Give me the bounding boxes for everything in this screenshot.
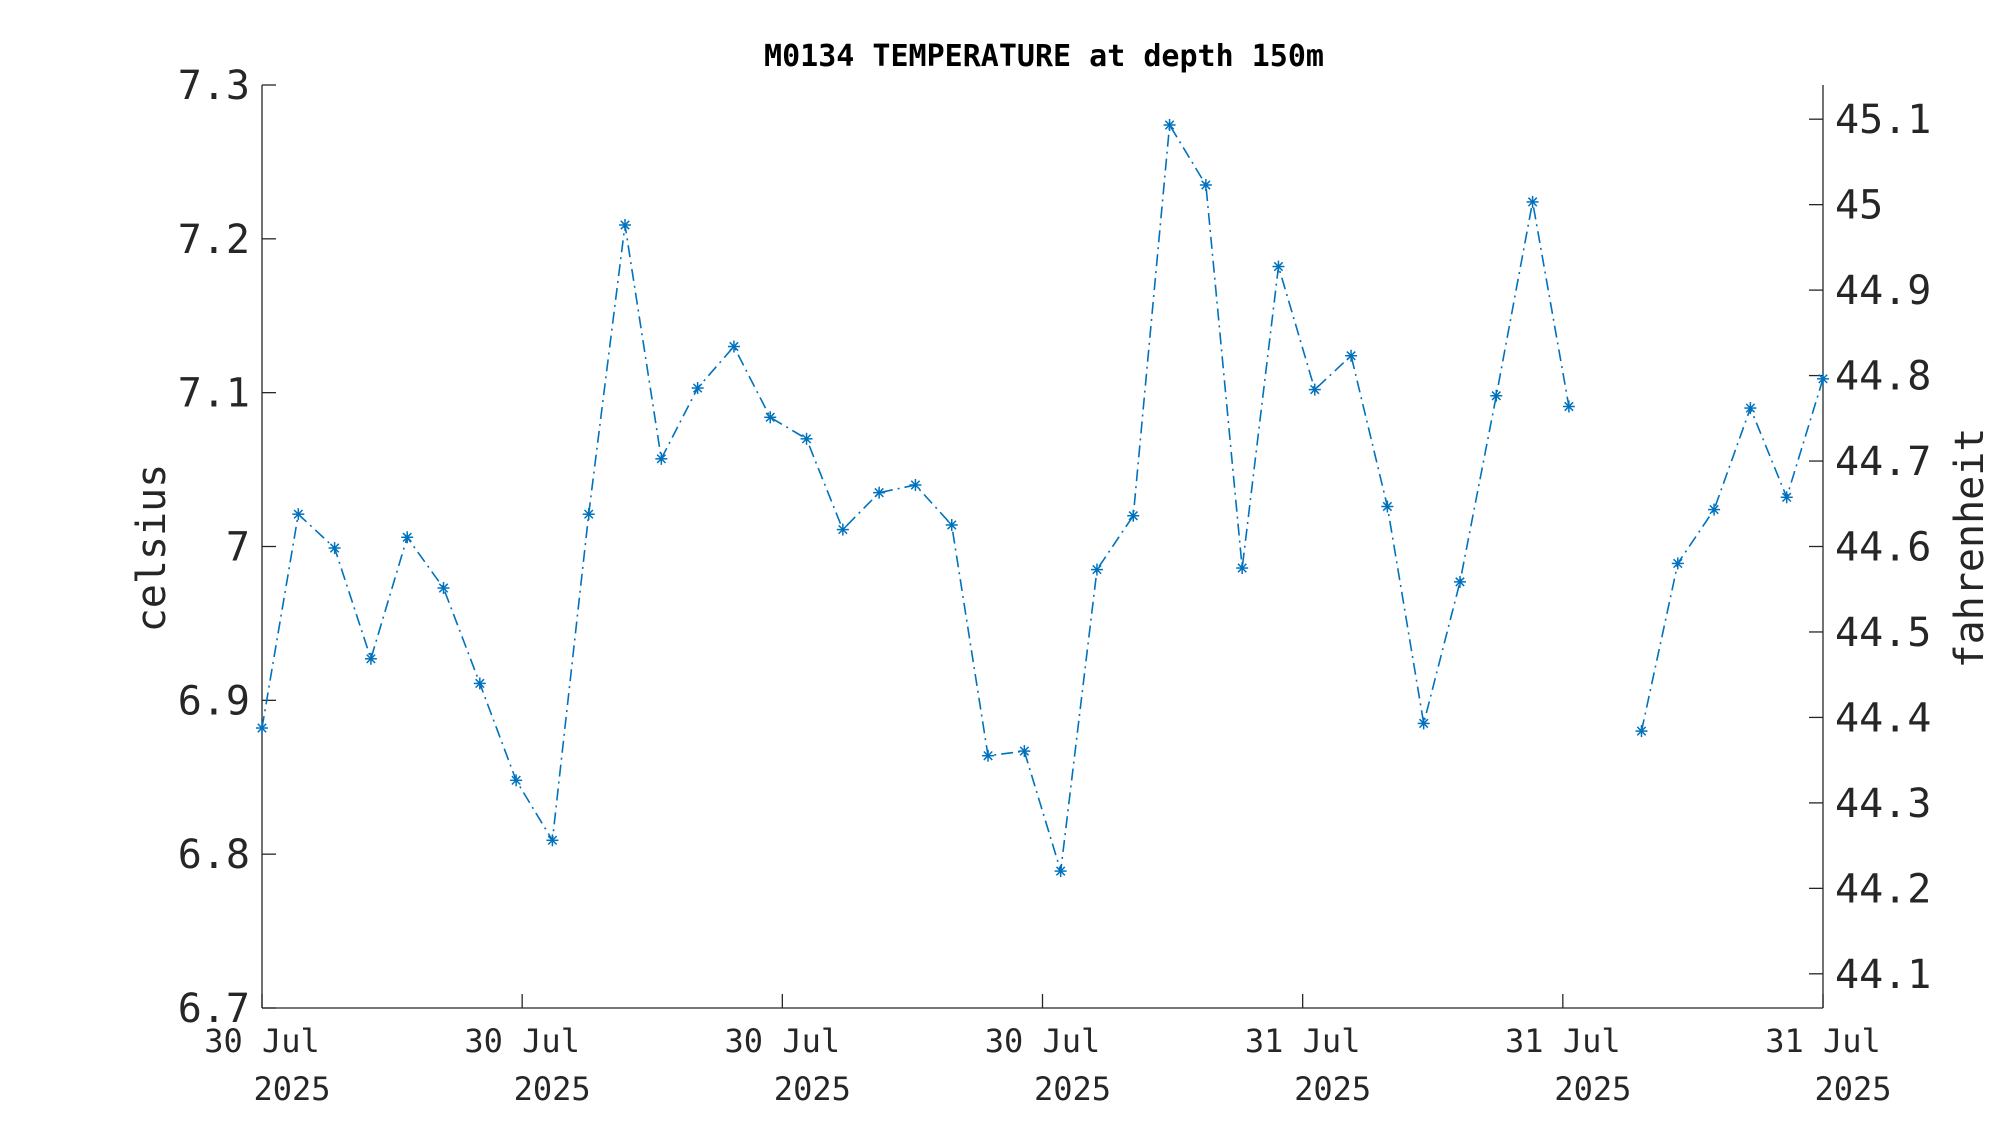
data-point bbox=[364, 652, 377, 665]
data-point bbox=[655, 452, 668, 465]
y-tick-label-right: 45 bbox=[1835, 183, 1883, 229]
y-tick-label-left: 6.7 bbox=[178, 986, 250, 1032]
data-point bbox=[1381, 500, 1394, 513]
data-point bbox=[328, 542, 341, 555]
data-point bbox=[292, 508, 305, 521]
y-tick-label-right: 44.1 bbox=[1835, 952, 1931, 998]
y-tick-label-right: 44.9 bbox=[1835, 268, 1931, 314]
data-point bbox=[1199, 178, 1212, 191]
x-tick-label-year: 2025 bbox=[1814, 1070, 1891, 1108]
y-axis-label-left: celsius bbox=[129, 464, 175, 633]
data-point bbox=[546, 834, 559, 847]
data-point bbox=[1635, 725, 1648, 738]
data-point bbox=[836, 523, 849, 536]
data-point bbox=[1671, 557, 1684, 570]
data-point bbox=[1708, 503, 1721, 516]
y-tick-label-right: 44.5 bbox=[1835, 610, 1931, 656]
x-tick-label-year: 2025 bbox=[253, 1070, 330, 1108]
x-tick-label-day: 30 Jul bbox=[725, 1022, 841, 1060]
data-point bbox=[401, 531, 414, 544]
chart-title: M0134 TEMPERATURE at depth 150m bbox=[764, 39, 1324, 74]
y-tick-label-left: 7 bbox=[226, 525, 250, 571]
data-point bbox=[1163, 118, 1176, 131]
data-point bbox=[1018, 745, 1031, 758]
data-point bbox=[1345, 349, 1358, 362]
data-point bbox=[1453, 575, 1466, 588]
data-point bbox=[1744, 402, 1757, 415]
data-point bbox=[437, 582, 450, 595]
series-line bbox=[1640, 378, 1824, 732]
data-point bbox=[982, 749, 995, 762]
data-point bbox=[1054, 865, 1067, 878]
data-point bbox=[256, 722, 268, 735]
y-axis-label-right: fahrenheit bbox=[1947, 428, 1993, 669]
data-point bbox=[800, 432, 813, 445]
data-point bbox=[1490, 389, 1503, 402]
x-tick-label-year: 2025 bbox=[774, 1070, 851, 1108]
data-point bbox=[909, 478, 922, 491]
x-tick-label-year: 2025 bbox=[1554, 1070, 1631, 1108]
series-line bbox=[261, 122, 1570, 872]
data-point bbox=[1090, 563, 1103, 576]
y-tick-label-right: 45.1 bbox=[1835, 97, 1931, 143]
data-point bbox=[1236, 562, 1249, 575]
x-tick-label-day: 31 Jul bbox=[1245, 1022, 1361, 1060]
data-point bbox=[1526, 195, 1539, 208]
data-point bbox=[582, 508, 595, 521]
x-tick-label-day: 30 Jul bbox=[464, 1022, 580, 1060]
y-tick-label-right: 44.8 bbox=[1835, 354, 1931, 400]
y-tick-label-left: 6.9 bbox=[178, 678, 250, 724]
data-point bbox=[510, 774, 523, 787]
y-tick-label-left: 7.1 bbox=[178, 371, 250, 417]
data-point bbox=[1272, 260, 1285, 273]
data-point bbox=[1562, 400, 1575, 413]
data-point bbox=[1308, 383, 1321, 396]
x-tick-label-day: 31 Jul bbox=[1765, 1022, 1881, 1060]
x-tick-label-year: 2025 bbox=[1034, 1070, 1111, 1108]
data-point bbox=[764, 411, 777, 424]
y-tick-label-right: 44.7 bbox=[1835, 439, 1931, 485]
data-point bbox=[1127, 509, 1140, 522]
y-tick-label-right: 44.6 bbox=[1835, 525, 1931, 571]
data-point bbox=[691, 382, 704, 395]
data-point bbox=[1780, 491, 1793, 504]
y-tick-label-left: 7.3 bbox=[178, 63, 250, 109]
y-tick-label-left: 7.2 bbox=[178, 217, 250, 263]
y-tick-label-right: 44.4 bbox=[1835, 695, 1931, 741]
y-tick-label-right: 44.3 bbox=[1835, 781, 1931, 827]
x-tick-label-day: 31 Jul bbox=[1505, 1022, 1621, 1060]
data-series bbox=[256, 118, 1829, 878]
x-tick-label-year: 2025 bbox=[1294, 1070, 1371, 1108]
data-point bbox=[1817, 372, 1829, 385]
data-point bbox=[473, 677, 486, 690]
x-tick-label-day: 30 Jul bbox=[985, 1022, 1101, 1060]
data-point bbox=[727, 340, 740, 353]
axes: 6.7 6.8 6.9 7 7.1 7.2 7.3 44.1 44.2 44.3 44.4 44.5 4… bbox=[178, 63, 1932, 1108]
data-point bbox=[945, 518, 958, 531]
y-tick-label-left: 6.8 bbox=[178, 832, 250, 878]
data-point bbox=[1417, 717, 1430, 730]
data-point bbox=[873, 486, 886, 499]
data-point bbox=[619, 218, 632, 231]
x-tick-label-day: 30 Jul bbox=[204, 1022, 320, 1060]
y-tick-label-right: 44.2 bbox=[1835, 866, 1931, 912]
x-tick-label-year: 2025 bbox=[514, 1070, 591, 1108]
